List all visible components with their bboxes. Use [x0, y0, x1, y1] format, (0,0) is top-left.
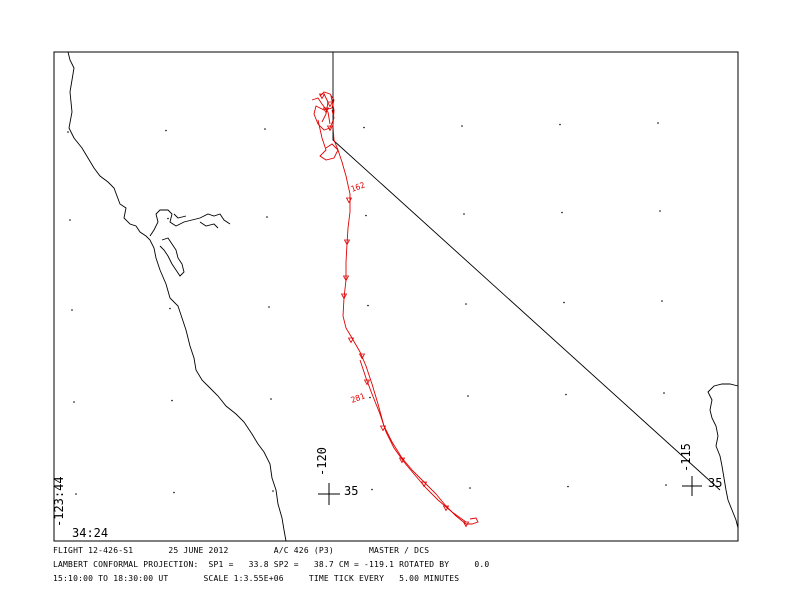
time-tick: [462, 521, 470, 528]
grid-dot: [567, 485, 569, 488]
grid-dot: [266, 216, 268, 218]
grid-dot: [270, 398, 272, 400]
time-tick: [398, 457, 406, 464]
grid-dot: [465, 303, 467, 305]
grid-dot: [365, 214, 367, 217]
grid-dot: [69, 219, 71, 221]
grid-dot: [469, 487, 471, 489]
grid-dot: [171, 399, 173, 402]
grid-dot: [657, 122, 659, 124]
grid-lon-label: -120: [315, 447, 329, 476]
time-tick: [340, 293, 348, 300]
grid-dot: [167, 217, 169, 220]
footer-line-projection: LAMBERT CONFORMAL PROJECTION: SP1 = 33.8…: [53, 560, 490, 569]
grid-dot: [71, 309, 73, 311]
sf-bay-delta: [149, 209, 231, 277]
flight-track: [311, 91, 479, 525]
grid-lat-label: 35: [708, 476, 722, 490]
grid-dot: [264, 128, 266, 130]
grid-dot: [67, 131, 69, 133]
grid-dot: [463, 213, 465, 215]
track-time-label: 162: [350, 180, 367, 193]
grid-dot: [165, 129, 167, 132]
time-tick: [343, 239, 351, 246]
time-tick: [420, 481, 428, 488]
grid-dot: [665, 484, 667, 486]
time-tick: [442, 505, 450, 512]
grid-dot: [371, 488, 373, 491]
gulf-coast: [707, 383, 739, 529]
footer-line-time: 15:10:00 TO 18:30:00 UT SCALE 1:3.55E+06…: [53, 574, 460, 583]
grid-dot: [563, 301, 565, 304]
time-ticks: [318, 93, 470, 528]
track-loops: [311, 91, 339, 161]
grid-dot: [169, 307, 171, 310]
grid-dot: [369, 396, 371, 399]
time-tick: [342, 275, 350, 282]
grid-lat-label: 35: [344, 484, 358, 498]
state-border: [332, 52, 721, 491]
grid-cross-marker: [682, 476, 702, 496]
grid-dot: [272, 490, 274, 492]
time-tick: [358, 353, 366, 360]
grid-dot: [367, 304, 369, 307]
track-time-label: 281: [350, 391, 367, 404]
grid-dot: [75, 493, 77, 495]
california-coastline: [67, 51, 287, 542]
grid-dot: [561, 211, 563, 214]
grid-dot: [467, 395, 469, 397]
time-tick: [345, 197, 353, 204]
track-return: [359, 359, 467, 523]
grid-dot: [73, 401, 75, 403]
time-tick: [318, 93, 326, 100]
grid-dot: [268, 306, 270, 308]
track-line: [330, 95, 479, 525]
grid-dot: [559, 123, 561, 126]
footer-line-flight: FLIGHT 12-426-S1 25 JUNE 2012 A/C 426 (P…: [53, 546, 430, 555]
grid-dot: [663, 392, 665, 394]
time-tick: [326, 101, 334, 108]
grid-dot: [565, 393, 567, 396]
corner-lon-label: -123:44: [52, 476, 66, 527]
time-tick: [379, 425, 387, 432]
grid-dot: [173, 491, 175, 494]
time-tick: [326, 125, 334, 132]
time-tick: [363, 379, 371, 386]
grid-dot: [363, 126, 365, 129]
time-tick: [322, 107, 330, 114]
map-frame: [53, 51, 739, 542]
corner-lat-label: 34:24: [72, 526, 108, 540]
grid-dots: [67, 122, 667, 495]
grid-dot: [461, 125, 463, 127]
grid-dot: [661, 300, 663, 302]
grid-dot: [659, 210, 661, 212]
grid-cross-marker: [318, 483, 340, 505]
grid-lon-label: -115: [679, 443, 693, 472]
time-tick: [347, 337, 355, 344]
